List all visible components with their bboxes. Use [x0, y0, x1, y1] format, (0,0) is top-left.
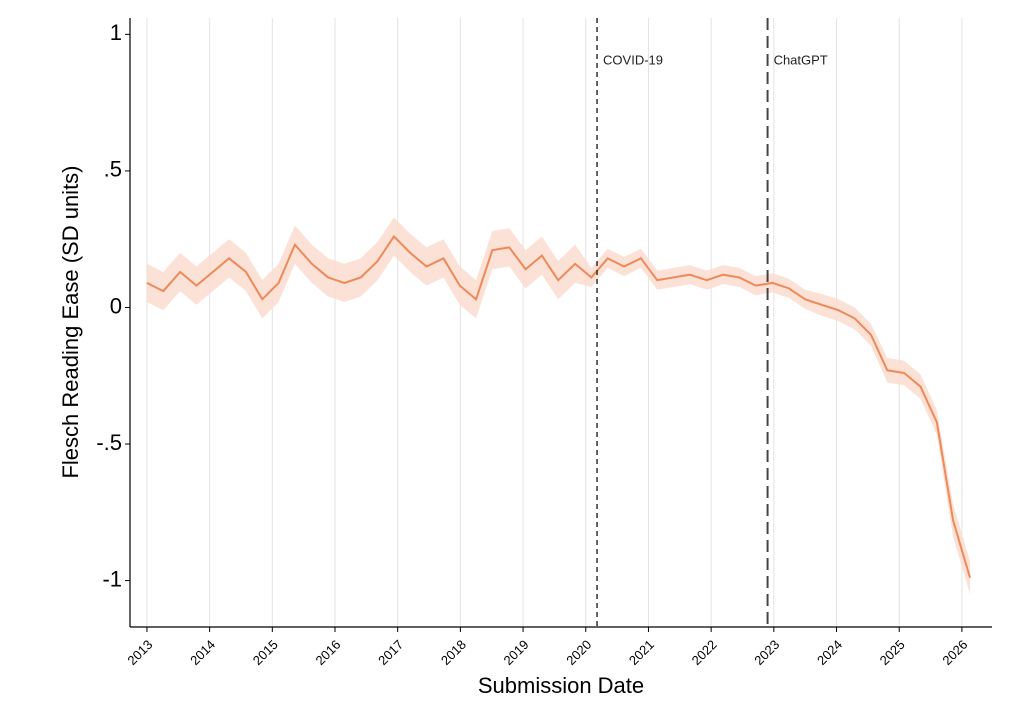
x-tick-label: 2024 — [814, 637, 845, 668]
line — [146, 234, 972, 579]
x-tick-label: 2021 — [626, 637, 657, 668]
x-tick-label: 2019 — [501, 637, 532, 668]
x-tick-label: 2025 — [877, 637, 908, 668]
x-tick-label: 2014 — [187, 637, 218, 668]
y-tick-label: 0 — [110, 293, 122, 318]
x-tick-label: 2013 — [124, 637, 155, 668]
y-tick-label: -.5 — [96, 430, 122, 455]
x-tick-label: 2020 — [563, 637, 594, 668]
x-tick-label: 2023 — [751, 637, 782, 668]
y-tick-label: 1 — [110, 20, 122, 45]
x-tick-label: 2016 — [312, 637, 343, 668]
x-tick-label: 2015 — [250, 637, 281, 668]
x-axis-title: Submission Date — [478, 673, 644, 698]
y-axis-title: Flesch Reading Ease (SD units) — [58, 165, 83, 478]
y-tick-label: -1 — [102, 566, 122, 591]
confidence-band — [146, 217, 971, 595]
y-tick-label: .5 — [104, 157, 122, 182]
x-tick-label: 2017 — [375, 637, 406, 668]
event-label: COVID-19 — [603, 52, 663, 67]
event-label: ChatGPT — [774, 52, 828, 67]
x-tick-label: 2022 — [689, 637, 720, 668]
x-tick-label: 2018 — [438, 637, 469, 668]
x-tick-label: 2026 — [939, 637, 970, 668]
